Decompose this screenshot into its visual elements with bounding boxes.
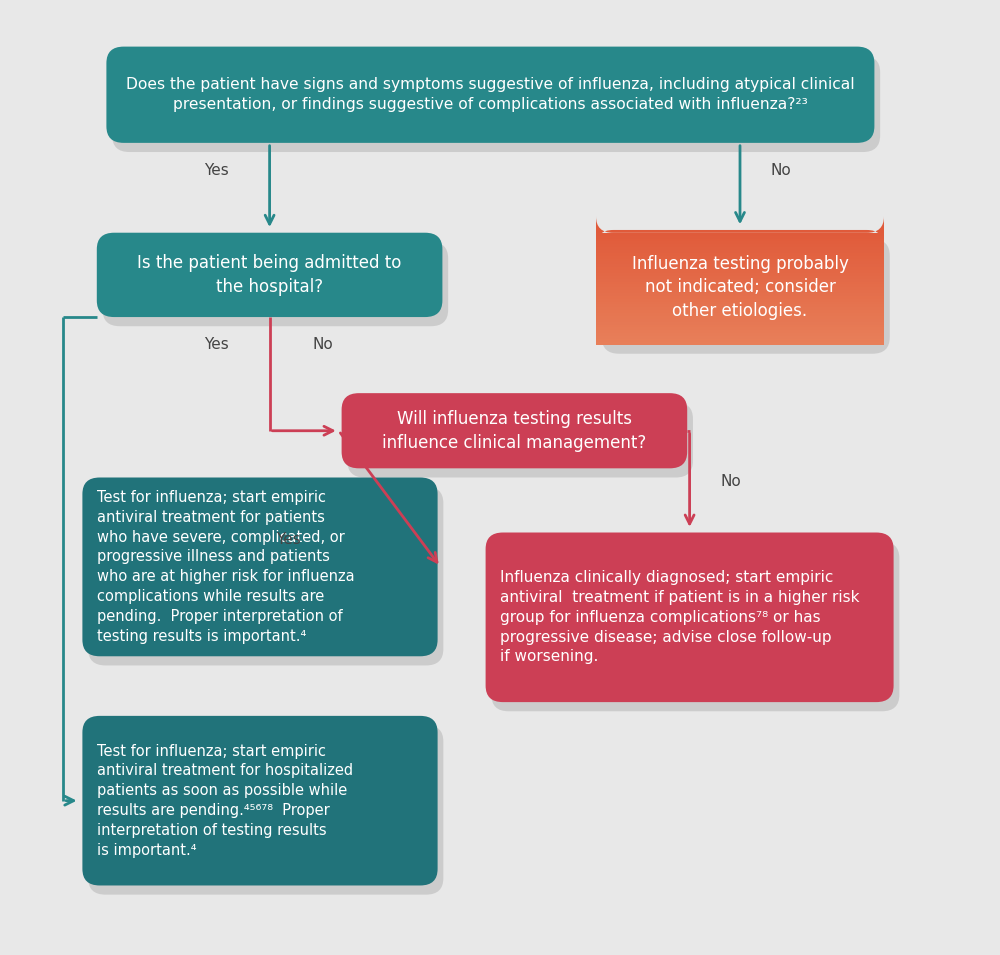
FancyBboxPatch shape [596, 290, 884, 293]
FancyBboxPatch shape [596, 276, 884, 279]
FancyBboxPatch shape [596, 316, 884, 319]
FancyBboxPatch shape [596, 265, 884, 267]
FancyBboxPatch shape [596, 259, 884, 262]
FancyBboxPatch shape [596, 244, 884, 247]
FancyBboxPatch shape [596, 308, 884, 310]
FancyBboxPatch shape [596, 267, 884, 270]
Text: No: No [312, 337, 333, 352]
FancyBboxPatch shape [596, 305, 884, 308]
FancyBboxPatch shape [596, 328, 884, 330]
FancyBboxPatch shape [596, 262, 884, 265]
FancyBboxPatch shape [596, 299, 884, 302]
FancyBboxPatch shape [596, 279, 884, 282]
FancyBboxPatch shape [596, 342, 884, 345]
FancyBboxPatch shape [596, 250, 884, 253]
FancyBboxPatch shape [596, 339, 884, 342]
Text: Yes: Yes [204, 163, 229, 178]
FancyBboxPatch shape [596, 325, 884, 328]
FancyBboxPatch shape [596, 236, 884, 239]
FancyBboxPatch shape [106, 47, 874, 143]
FancyBboxPatch shape [88, 725, 443, 895]
Text: Yes: Yes [276, 532, 301, 547]
FancyBboxPatch shape [596, 333, 884, 336]
FancyBboxPatch shape [596, 239, 884, 242]
FancyBboxPatch shape [596, 287, 884, 290]
FancyBboxPatch shape [596, 270, 884, 273]
FancyBboxPatch shape [596, 285, 884, 287]
Text: Does the patient have signs and symptoms suggestive of influenza, including atyp: Does the patient have signs and symptoms… [126, 77, 855, 112]
FancyBboxPatch shape [486, 533, 894, 702]
FancyBboxPatch shape [97, 233, 442, 317]
FancyBboxPatch shape [596, 319, 884, 322]
FancyBboxPatch shape [602, 239, 890, 353]
Text: No: No [771, 163, 792, 178]
FancyBboxPatch shape [596, 242, 884, 244]
FancyBboxPatch shape [596, 336, 884, 339]
Text: Will influenza testing results
influence clinical management?: Will influenza testing results influence… [382, 410, 647, 452]
FancyBboxPatch shape [82, 716, 438, 885]
FancyBboxPatch shape [491, 541, 899, 711]
FancyBboxPatch shape [596, 313, 884, 316]
FancyBboxPatch shape [112, 55, 880, 152]
FancyBboxPatch shape [88, 487, 443, 666]
Text: Test for influenza; start empiric
antiviral treatment for hospitalized
patients : Test for influenza; start empiric antivi… [97, 744, 353, 858]
Text: Influenza testing probably
not indicated; consider
other etiologies.: Influenza testing probably not indicated… [632, 255, 848, 320]
FancyBboxPatch shape [596, 217, 884, 246]
Text: Influenza clinically diagnosed; start empiric
antiviral  treatment if patient is: Influenza clinically diagnosed; start em… [500, 570, 860, 665]
FancyBboxPatch shape [342, 393, 687, 468]
FancyBboxPatch shape [596, 256, 884, 259]
FancyBboxPatch shape [596, 273, 884, 276]
Text: Yes: Yes [204, 337, 229, 352]
Text: Test for influenza; start empiric
antiviral treatment for patients
who have seve: Test for influenza; start empiric antivi… [97, 490, 354, 644]
FancyBboxPatch shape [596, 296, 884, 299]
FancyBboxPatch shape [596, 253, 884, 256]
Text: No: No [721, 474, 741, 489]
FancyBboxPatch shape [347, 402, 693, 478]
FancyBboxPatch shape [596, 322, 884, 325]
FancyBboxPatch shape [596, 247, 884, 250]
FancyBboxPatch shape [82, 478, 438, 656]
FancyBboxPatch shape [596, 233, 884, 236]
FancyBboxPatch shape [596, 310, 884, 313]
FancyBboxPatch shape [103, 242, 448, 327]
FancyBboxPatch shape [596, 330, 884, 333]
Text: Is the patient being admitted to
the hospital?: Is the patient being admitted to the hos… [137, 254, 402, 296]
FancyBboxPatch shape [596, 302, 884, 305]
FancyBboxPatch shape [596, 282, 884, 285]
FancyBboxPatch shape [596, 293, 884, 296]
